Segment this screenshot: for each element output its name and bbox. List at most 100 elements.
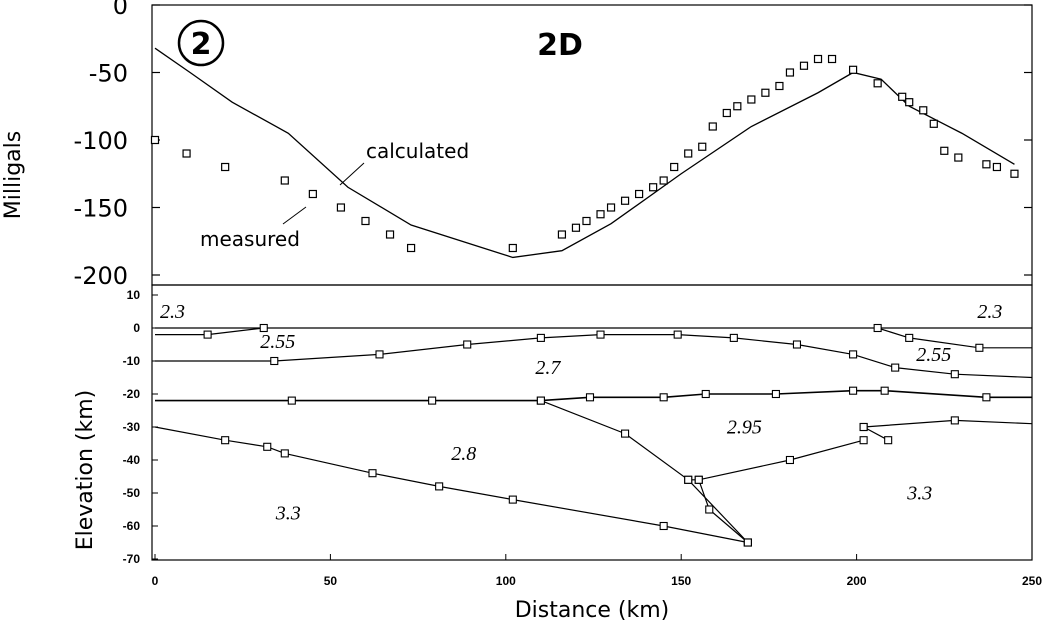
- boundary-node: [880, 386, 889, 395]
- measured-point: [747, 95, 756, 104]
- boundary-node: [729, 333, 738, 342]
- boundary-node: [585, 393, 595, 402]
- distance-axis-title: Distance (km): [515, 598, 670, 623]
- boundary-node: [435, 482, 444, 491]
- measured-point: [813, 54, 823, 64]
- gravity-y-tick-label: -200: [74, 262, 128, 290]
- measured-point: [684, 149, 693, 158]
- boundary-node: [975, 343, 984, 352]
- measured-point: [733, 102, 742, 111]
- measured-point: [596, 210, 605, 219]
- model-boundaries: [154, 323, 1033, 547]
- boundary-node: [982, 393, 991, 402]
- boundary-node: [891, 363, 900, 372]
- boundary-node: [428, 396, 437, 405]
- density-label: 2.3: [977, 301, 1002, 323]
- measured-point: [182, 149, 191, 158]
- boundary-node: [859, 422, 868, 432]
- boundary-slab-bottom: [688, 479, 749, 543]
- model-y-tick-label: -60: [123, 519, 141, 533]
- boundary-eastern-wedge: [863, 419, 1033, 428]
- measured-point: [406, 243, 416, 253]
- measured-point: [919, 106, 928, 115]
- panel-number-circle: [177, 19, 225, 67]
- gravity-y-tick-label: -100: [74, 127, 128, 155]
- boundary-node: [368, 469, 377, 478]
- chart-title: 2D: [537, 28, 583, 63]
- measured-point: [775, 81, 784, 91]
- density-label: 2.55: [260, 331, 295, 353]
- model-x-tick-label: 100: [496, 574, 516, 588]
- model-x-tick-label: 250: [1022, 574, 1042, 588]
- density-labels: 2.3 2.55 2.7 2.95 2.8 3.3 3.3 2.3 2.55: [160, 301, 1002, 524]
- boundary-node: [950, 370, 959, 379]
- model-x-tick-label: 0: [152, 574, 159, 588]
- boundary-node: [701, 389, 710, 399]
- boundary-node: [280, 449, 289, 458]
- boundary-upper-boundary: [698, 439, 864, 481]
- density-label: 3.3: [275, 502, 301, 524]
- boundary-node: [375, 350, 384, 359]
- measured-point: [940, 146, 949, 155]
- density-label: 2.95: [727, 417, 762, 439]
- measured-point: [785, 68, 795, 77]
- boundary-node: [743, 538, 752, 547]
- elevation-axis-title: Elevation (km): [73, 390, 98, 551]
- model-plot-frame: [151, 284, 1033, 561]
- measured-point: [905, 98, 914, 107]
- measured-point: [308, 189, 317, 199]
- panel-number: 2: [191, 27, 212, 62]
- density-label: 2.3: [160, 301, 185, 323]
- boundary-node: [905, 333, 914, 342]
- boundary-node: [873, 323, 882, 333]
- boundary-node: [259, 323, 268, 333]
- model-y-tick-label: -10: [123, 354, 141, 368]
- gravity-series: [150, 47, 1019, 259]
- measured-point: [698, 142, 707, 151]
- density-label: 2.7: [535, 357, 561, 379]
- measured-point: [670, 162, 679, 172]
- model-y-tick-label: -20: [123, 387, 141, 401]
- boundary-moho-flat: [155, 389, 1032, 402]
- measured-point: [582, 216, 591, 226]
- milligals-axis-title: Milligals: [1, 131, 26, 219]
- boundary-node: [771, 389, 780, 399]
- density-label: 2.55: [916, 344, 951, 366]
- boundary-node: [785, 455, 794, 465]
- boundary-node: [596, 330, 605, 339]
- boundary-node: [705, 505, 714, 514]
- measured-point: [336, 203, 346, 212]
- measured-point: [708, 122, 717, 131]
- boundary-node: [950, 416, 959, 425]
- measured-point: [361, 216, 370, 226]
- boundary-node: [792, 340, 802, 349]
- measured-annotation: measured: [200, 227, 300, 251]
- boundary-node: [287, 396, 296, 405]
- measured-point: [827, 54, 837, 64]
- measured-point: [150, 135, 160, 145]
- gravity-ticks: 0 -50 -100 -150 -200: [74, 0, 1032, 290]
- boundary-node: [884, 436, 893, 445]
- measured-point: [848, 65, 858, 74]
- boundary-slab-top: [540, 400, 749, 543]
- boundary-node: [621, 429, 630, 438]
- measured-point: [649, 183, 658, 192]
- measured-point: [221, 162, 230, 172]
- boundary-node: [221, 436, 230, 445]
- gravity-y-tick-label: 0: [113, 0, 128, 20]
- measured-point: [635, 189, 644, 199]
- measured-point: [954, 153, 963, 162]
- measured-point: [508, 243, 517, 253]
- model-ticks: 100-10-20-30-40-50-60-700 50 100 150 200 250: [123, 288, 1043, 588]
- calculated-annotation: calculated: [366, 139, 469, 163]
- measured-point: [385, 230, 395, 239]
- calculated-line: [154, 47, 1015, 259]
- calculated-pointer: [339, 162, 365, 186]
- measured-point: [761, 88, 770, 97]
- boundary-node: [849, 350, 858, 359]
- measured-point: [898, 92, 907, 101]
- measured-point: [982, 160, 991, 169]
- measured-point: [557, 230, 567, 239]
- measured-point: [280, 176, 289, 185]
- measured-point: [722, 108, 731, 118]
